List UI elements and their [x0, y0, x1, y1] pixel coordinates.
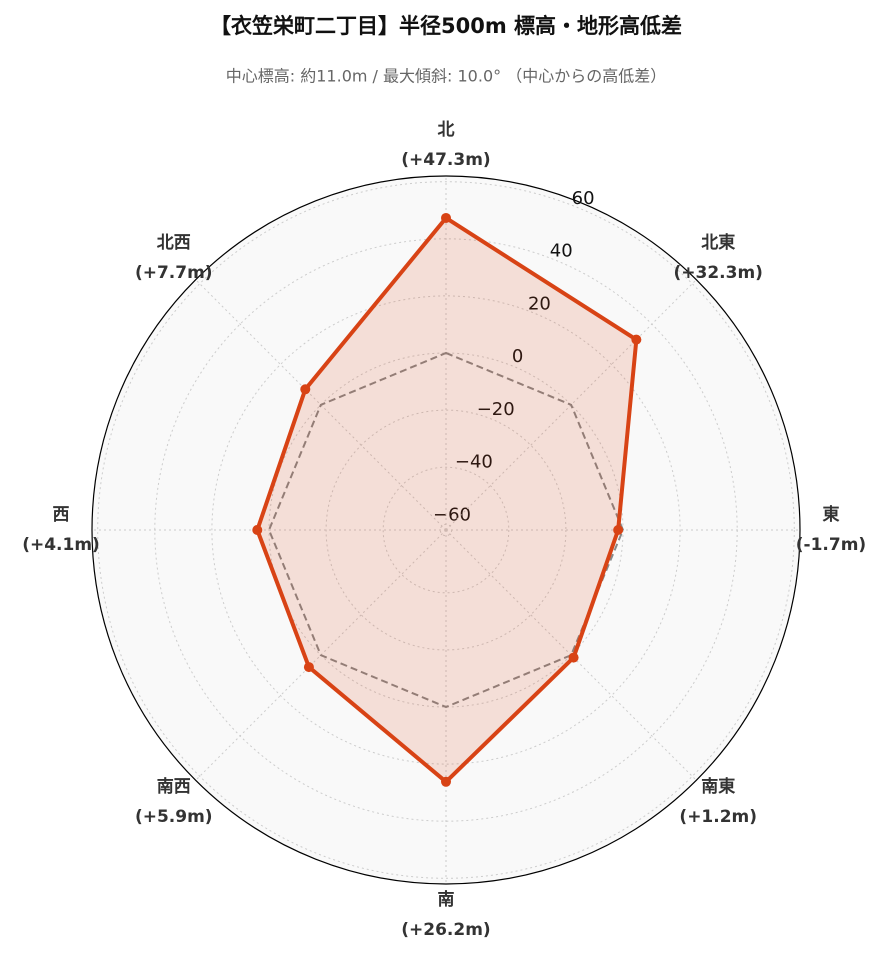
value-point [631, 334, 642, 345]
r-tick-label: −20 [477, 399, 515, 420]
category-label: 南 [438, 889, 455, 910]
value-label: (+26.2m) [401, 920, 490, 940]
r-tick-label: −40 [455, 452, 493, 473]
value-label: (+5.9m) [135, 807, 213, 827]
category-label: 南東 [701, 776, 735, 797]
chart-title: 【衣笠栄町二丁目】半径500m 標高・地形高低差 [210, 14, 682, 38]
category-label: 西 [53, 505, 70, 525]
category-label: 北 [438, 120, 455, 140]
value-label: (-1.7m) [796, 535, 866, 555]
grid-circle [382, 466, 510, 594]
value-point [441, 776, 451, 787]
category-label: 南西 [157, 776, 191, 797]
r-tick-label: 20 [528, 293, 551, 314]
value-label: (+32.3m) [674, 263, 763, 283]
value-point [300, 384, 311, 395]
value-label: (+7.7m) [135, 263, 213, 283]
grid-circle [325, 409, 567, 651]
value-label: (+47.3m) [401, 150, 490, 170]
chart-subtitle: 中心標高: 約11.0m / 最大傾斜: 10.0° （中心からの高低差） [226, 67, 666, 86]
value-point [613, 525, 624, 535]
category-label: 東 [823, 504, 840, 525]
value-point [568, 652, 579, 663]
value-label: (+1.2m) [679, 807, 757, 827]
value-point [252, 525, 263, 535]
r-tick-label: 0 [512, 346, 523, 367]
r-tick-label: 60 [572, 188, 595, 209]
r-tick-label: −60 [433, 504, 471, 525]
value-label: (+4.1m) [22, 535, 100, 555]
grid-circle [211, 295, 681, 765]
value-point [303, 662, 314, 673]
baseline [267, 351, 625, 709]
category-label: 北西 [157, 233, 191, 253]
value-point [441, 212, 451, 223]
category-label: 北東 [701, 232, 735, 253]
grid-circle [97, 181, 795, 879]
r-tick-label: 40 [550, 241, 573, 262]
